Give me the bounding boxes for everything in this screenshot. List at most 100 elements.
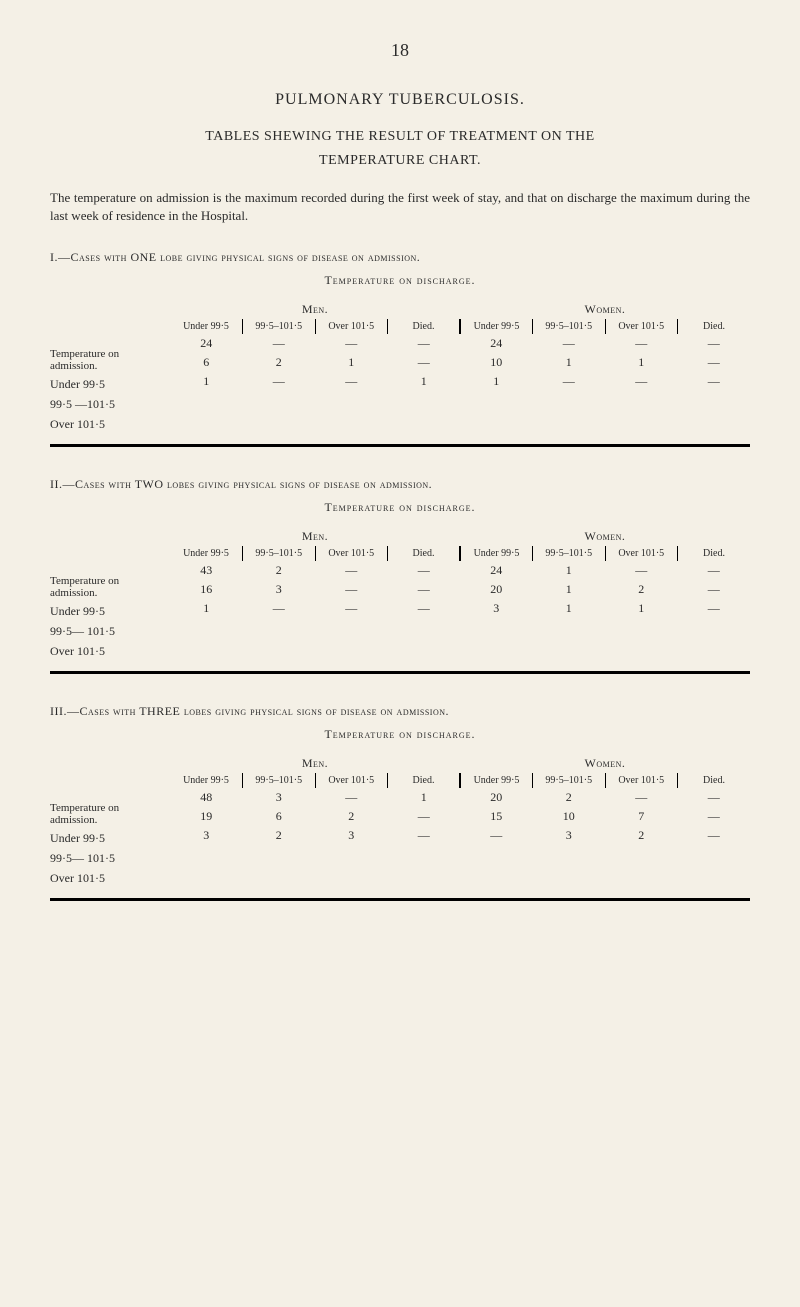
table-cell: 7 <box>605 807 678 826</box>
column-header: Died. <box>678 546 751 561</box>
column-header: 99·5–101·5 <box>533 773 606 788</box>
table-cell: — <box>315 580 388 599</box>
table-cell: 1 <box>170 599 243 618</box>
column-header: 99·5–101·5 <box>533 546 606 561</box>
table-cell: 43 <box>170 561 243 580</box>
table-cell: 1 <box>170 372 243 391</box>
table-cell: — <box>315 561 388 580</box>
row-label: Under 99·5 <box>50 374 170 394</box>
table-cell: 2 <box>533 788 606 807</box>
column-header: Died. <box>388 773 461 788</box>
column-header: Died. <box>678 773 751 788</box>
table-cell: — <box>678 826 751 845</box>
main-title: PULMONARY TUBERCULOSIS. <box>50 91 750 109</box>
table-cell: — <box>243 599 316 618</box>
column-header: Under 99·5 <box>460 319 533 334</box>
column-header: Under 99·5 <box>170 319 243 334</box>
column-header: 99·5–101·5 <box>243 773 316 788</box>
intro-paragraph: The temperature on admission is the maxi… <box>50 189 750 225</box>
gender-header: Men. <box>170 754 460 773</box>
table-cell: 10 <box>533 807 606 826</box>
table-cell: — <box>533 372 606 391</box>
table-row: 1962—15107— <box>170 807 750 826</box>
table-cell: 20 <box>460 580 533 599</box>
table-cell: 19 <box>170 807 243 826</box>
table-cell: — <box>605 788 678 807</box>
row-label: Over 101·5 <box>50 641 170 661</box>
table-title: Temperature on discharge. <box>50 727 750 742</box>
row-label: 99·5— 101·5 <box>50 621 170 641</box>
table-cell: — <box>388 580 461 599</box>
row-label: 99·5— 101·5 <box>50 848 170 868</box>
row-label: Over 101·5 <box>50 414 170 434</box>
table-cell: 1 <box>533 580 606 599</box>
table-cell: 1 <box>605 353 678 372</box>
table-cell: 3 <box>315 826 388 845</box>
column-header: Over 101·5 <box>605 546 678 561</box>
column-header: Under 99·5 <box>170 773 243 788</box>
row-label: Under 99·5 <box>50 828 170 848</box>
table-row: 432——241—— <box>170 561 750 580</box>
table-cell: 48 <box>170 788 243 807</box>
table-cell: 3 <box>170 826 243 845</box>
table-row: 621—1011— <box>170 353 750 372</box>
table-cell: — <box>678 807 751 826</box>
table-cell: — <box>388 334 461 353</box>
table-cell: 24 <box>170 334 243 353</box>
page-number: 18 <box>50 40 750 61</box>
table-row: 1———311— <box>170 599 750 618</box>
column-header: Died. <box>678 319 751 334</box>
column-header: Over 101·5 <box>605 773 678 788</box>
divider <box>50 444 750 447</box>
section-label: II.—Cases with TWO lobes giving physical… <box>50 477 750 492</box>
table-cell: — <box>678 372 751 391</box>
table-cell: 3 <box>243 580 316 599</box>
table-cell: — <box>678 353 751 372</box>
table-cell: — <box>243 372 316 391</box>
table-cell: — <box>315 599 388 618</box>
table-cell: 1 <box>388 372 461 391</box>
table-cell: — <box>533 334 606 353</box>
table-cell: 20 <box>460 788 533 807</box>
table-cell: 2 <box>605 580 678 599</box>
table-cell: — <box>315 334 388 353</box>
table-cell: 16 <box>170 580 243 599</box>
gender-header: Women. <box>460 527 750 546</box>
gender-header: Men. <box>170 527 460 546</box>
table-title: Temperature on discharge. <box>50 273 750 288</box>
column-header: Over 101·5 <box>315 773 388 788</box>
row-label: 99·5 —101·5 <box>50 394 170 414</box>
table-cell: — <box>605 334 678 353</box>
divider <box>50 671 750 674</box>
data-table: Men.Women.Under 99·599·5–101·5Over 101·5… <box>170 527 750 618</box>
table-cell: 2 <box>243 826 316 845</box>
table-cell: 10 <box>460 353 533 372</box>
table-cell: 3 <box>243 788 316 807</box>
table-cell: — <box>388 807 461 826</box>
table-cell: — <box>605 561 678 580</box>
column-header: Over 101·5 <box>605 319 678 334</box>
data-table: Men.Women.Under 99·599·5–101·5Over 101·5… <box>170 300 750 391</box>
table-cell: 6 <box>243 807 316 826</box>
side-label: Temperature onadmission. <box>50 802 170 826</box>
table-cell: — <box>315 372 388 391</box>
column-header: 99·5–101·5 <box>533 319 606 334</box>
table-cell: 1 <box>460 372 533 391</box>
sub-title-1: TABLES SHEWING THE RESULT OF TREATMENT O… <box>50 129 750 145</box>
table-cell: — <box>388 561 461 580</box>
data-table: Men.Women.Under 99·599·5–101·5Over 101·5… <box>170 754 750 845</box>
table-cell: 24 <box>460 561 533 580</box>
table-cell: 2 <box>605 826 678 845</box>
table-cell: 6 <box>170 353 243 372</box>
table-cell: 2 <box>243 353 316 372</box>
side-label: Temperature onadmission. <box>50 575 170 599</box>
column-header: Over 101·5 <box>315 319 388 334</box>
table-cell: 1 <box>315 353 388 372</box>
table-cell: — <box>678 561 751 580</box>
table-cell: 2 <box>243 561 316 580</box>
table-cell: — <box>678 580 751 599</box>
table-cell: — <box>678 599 751 618</box>
table-cell: 15 <box>460 807 533 826</box>
table-row: 323——32— <box>170 826 750 845</box>
section-label: I.—Cases with ONE lobe giving physical s… <box>50 250 750 265</box>
